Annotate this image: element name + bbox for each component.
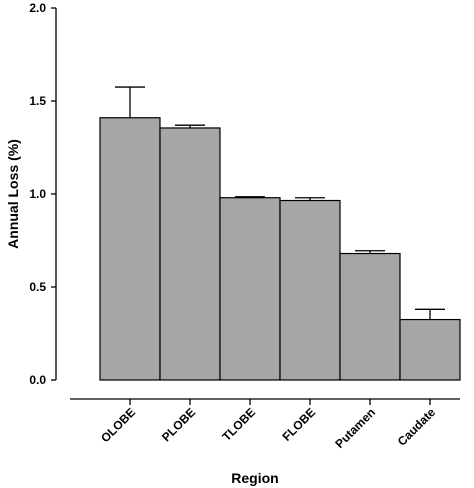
x-tick-label-tlobe: TLOBE <box>219 405 258 444</box>
y-tick-label: 1.0 <box>29 187 46 201</box>
bar-putamen <box>340 254 400 380</box>
bar-flobe <box>280 201 340 380</box>
y-tick-label: 0.0 <box>29 373 46 387</box>
bar-caudate <box>400 320 460 380</box>
y-tick-label: 1.5 <box>29 94 46 108</box>
bar-plobe <box>160 128 220 380</box>
bar-olobe <box>100 118 160 380</box>
x-tick-label-flobe: FLOBE <box>279 405 318 444</box>
x-tick-label-caudate: Caudate <box>395 405 439 449</box>
x-tick-label-plobe: PLOBE <box>159 405 198 444</box>
bars-layer <box>100 118 460 380</box>
x-tick-label-putamen: Putamen <box>332 405 378 451</box>
y-tick-label: 2.0 <box>29 1 46 15</box>
x-tick-label-olobe: OLOBE <box>98 405 138 445</box>
y-axis-title: Annual Loss (%) <box>5 139 21 249</box>
x-axis-title: Region <box>231 470 278 486</box>
bar-tlobe <box>220 198 280 380</box>
y-tick-label: 0.5 <box>29 280 46 294</box>
